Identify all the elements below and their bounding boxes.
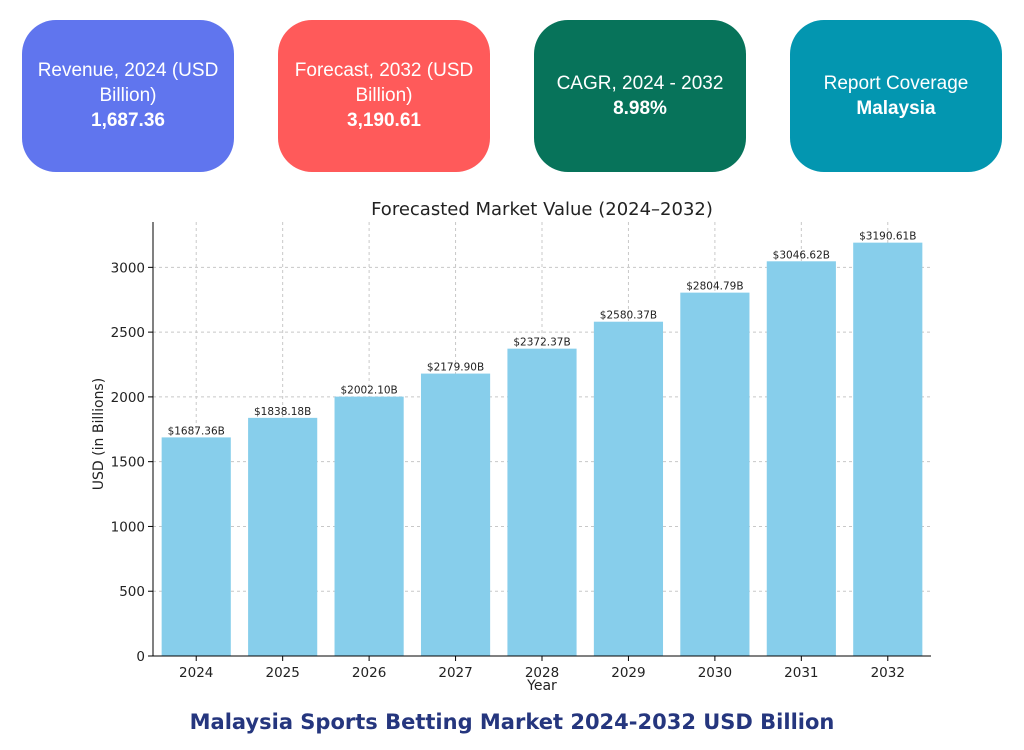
cagr-value: 8.98% [613,97,667,119]
data-label-2028: $2372.37B [513,337,570,349]
y-tick-label: 0 [136,649,145,665]
forecast-card: Forecast, 2032 (USD Billion) 3,190.61 [278,20,490,172]
bar-2030 [680,292,750,656]
x-tick-label-2024: 2024 [179,665,213,681]
bar-2031 [766,261,836,656]
bar-2024 [161,437,231,656]
chart-title: Forecasted Market Value (2024–2032) [371,199,713,220]
y-tick-label: 1000 [111,519,145,535]
bar-2026 [334,396,404,656]
coverage-label: Report Coverage [823,72,969,94]
x-tick-label-2032: 2032 [871,665,905,681]
y-tick-label: 2000 [111,390,145,406]
coverage-value: Malaysia [856,97,936,119]
y-tick-label: 2500 [111,325,145,341]
bar-2029 [593,321,664,656]
data-label-2024: $1687.36B [168,425,225,437]
x-axis-label: Year [526,678,557,694]
y-tick-label: 500 [119,584,145,600]
forecast-label: Forecast, 2032 (USD Billion) [294,60,474,106]
y-axis-label: USD (in Billions) [91,378,107,490]
x-tick-label-2025: 2025 [265,665,299,681]
bar-2025 [248,417,318,656]
bar-2027 [420,373,491,656]
x-tick-label-2031: 2031 [784,665,818,681]
x-tick-label-2027: 2027 [438,665,472,681]
coverage-card: Report Coverage Malaysia [790,20,1002,172]
x-tick-label-2030: 2030 [698,665,732,681]
bar-2032 [853,242,923,656]
revenue-label: Revenue, 2024 (USD Billion) [37,60,219,106]
data-label-2025: $1838.18B [254,406,311,418]
y-tick-label: 3000 [111,260,145,276]
x-tick-label-2026: 2026 [352,665,386,681]
forecast-value: 3,190.61 [347,110,421,131]
market-value-chart: Forecasted Market Value (2024–2032) $168… [91,199,931,694]
footer-title: Malaysia Sports Betting Market 2024-2032… [189,710,835,734]
cagr-card: CAGR, 2024 - 2032 8.98% [534,20,746,172]
cagr-label: CAGR, 2024 - 2032 [556,72,724,94]
bar-2028 [507,348,577,656]
data-label-2027: $2179.90B [427,362,484,374]
data-label-2026: $2002.10B [340,385,397,397]
y-tick-label: 1500 [111,455,145,471]
revenue-card: Revenue, 2024 (USD Billion) 1,687.36 [22,20,234,172]
data-label-2030: $2804.79B [686,281,743,293]
x-tick-label-2029: 2029 [611,665,645,681]
data-label-2032: $3190.61B [859,231,916,243]
data-label-2031: $3046.62B [773,249,830,261]
x-tick-label-2028: 2028 [525,665,559,681]
data-label-2029: $2580.37B [600,310,657,322]
revenue-value: 1,687.36 [91,110,165,131]
